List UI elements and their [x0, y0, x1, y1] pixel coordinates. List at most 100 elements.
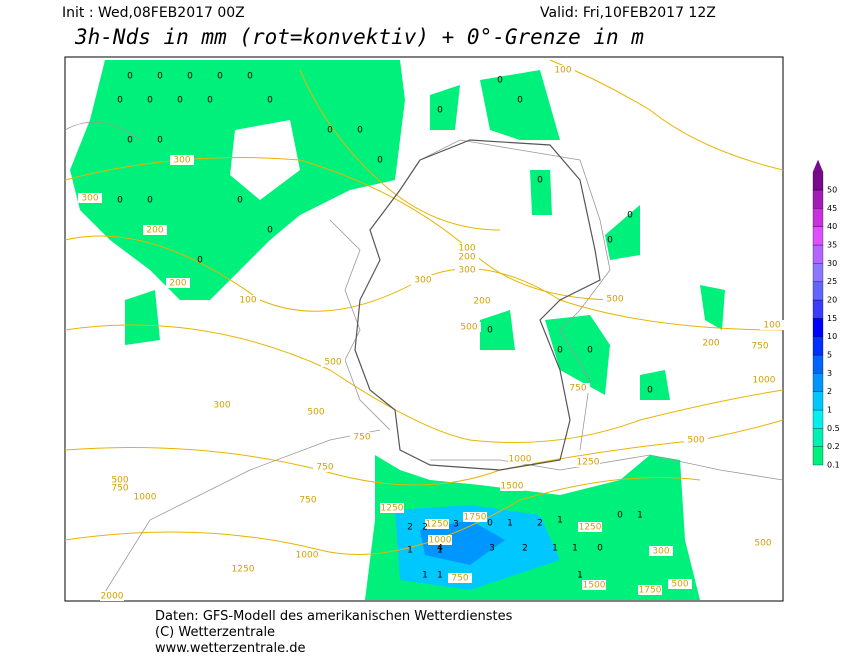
contour-label-bg — [350, 432, 374, 442]
contour-label: 750 — [316, 463, 333, 473]
colorbar-label: 25 — [827, 277, 837, 286]
contour-label: 100 — [458, 244, 475, 254]
contour-label-bg — [457, 322, 481, 332]
contour-label-bg — [428, 535, 452, 545]
precip-marker: 1 — [557, 516, 563, 526]
border — [64, 121, 391, 431]
contour-label-bg — [455, 252, 479, 262]
precip-marker: 0 — [127, 136, 133, 146]
contour — [64, 157, 621, 301]
contour-label-bg — [100, 591, 124, 601]
contour-label: 500 — [606, 295, 623, 305]
colorbar-label: 40 — [827, 222, 837, 231]
colorbar-label: 20 — [827, 296, 837, 305]
colorbar-label: 45 — [827, 204, 837, 213]
precip-area — [480, 310, 515, 350]
contour-label-bg — [411, 275, 435, 285]
contour-label-bg — [455, 243, 479, 253]
precip-marker: 0 — [517, 96, 523, 106]
contour-label-bg — [748, 341, 772, 351]
colorbar-label: 0.5 — [827, 424, 840, 433]
contour — [64, 477, 701, 555]
contour-label: 500 — [307, 408, 324, 418]
contour-label-bg — [313, 462, 337, 472]
contour-label: 100 — [763, 321, 780, 331]
colorbar-swatch — [812, 189, 824, 209]
footer-copyright: (C) Wetterzentrale — [155, 625, 275, 640]
germany-border — [354, 139, 601, 471]
contour-labels: 1003003002002001005003005007507507505007… — [78, 65, 784, 602]
contour — [549, 59, 784, 171]
valid-text: Valid: Fri,10FEB2017 12Z — [540, 5, 716, 21]
contour-label: 300 — [81, 194, 98, 204]
contour-label-bg — [649, 546, 673, 556]
colorbar-label: 30 — [827, 259, 837, 268]
contour-label: 1250 — [232, 565, 255, 575]
contour-label-bg — [236, 295, 260, 305]
contour-label-bg — [668, 579, 692, 589]
precip-marker: 0 — [647, 386, 653, 396]
precip-marker: 0 — [437, 106, 443, 116]
colorbar-swatch — [812, 318, 824, 337]
precip-marker: 0 — [147, 96, 153, 106]
contour-label: 1250 — [579, 523, 602, 533]
contour-label-bg — [582, 580, 606, 590]
contour-label-bg — [143, 225, 167, 235]
colorbar-swatch — [812, 354, 824, 374]
borders — [64, 121, 784, 601]
precip-area — [125, 290, 160, 345]
contour-label: 1250 — [381, 504, 404, 514]
precip-marker: 0 — [127, 72, 133, 82]
contour — [299, 69, 501, 231]
contour-label: 500 — [460, 323, 477, 333]
border — [354, 139, 601, 471]
contour-label: 500 — [687, 436, 704, 446]
contour-label-bg — [108, 483, 132, 493]
colorbar-label: 15 — [827, 314, 837, 323]
precip-marker: 1 — [437, 546, 443, 556]
precip-marker: 0 — [117, 196, 123, 206]
colorbar-label: 50 — [827, 186, 837, 195]
colorbar-swatch — [812, 336, 824, 356]
contour-label: 750 — [569, 384, 586, 394]
contour-label: 300 — [414, 276, 431, 286]
contour-label: 1250 — [426, 520, 449, 530]
precip-area — [530, 170, 552, 215]
precip-marker: 0 — [497, 76, 503, 86]
contour-label: 300 — [652, 547, 669, 557]
precip-marker: 0 — [267, 96, 273, 106]
colorbar-label: 5 — [827, 351, 832, 360]
precip-marker: 0 — [157, 72, 163, 82]
contour-label-bg — [551, 65, 575, 75]
footer-url: www.wetterzentrale.de — [155, 641, 305, 656]
contour-label-bg — [296, 495, 320, 505]
contour-label-bg — [470, 296, 494, 306]
contour-label: 200 — [169, 279, 186, 289]
precip-marker: 0 — [197, 256, 203, 266]
contour-label: 500 — [111, 476, 128, 486]
precip-marker: 2 — [422, 523, 428, 533]
dry-hole — [230, 120, 300, 200]
colorbar-swatch — [812, 263, 824, 282]
contour-label-bg — [210, 400, 234, 410]
precip-marker: 3 — [453, 520, 459, 530]
contour-label: 500 — [671, 580, 688, 590]
contour-label: 1500 — [501, 482, 524, 492]
precip-marker: 0 — [267, 226, 273, 236]
precip-marker: 0 — [557, 346, 563, 356]
contour-label: 300 — [458, 266, 475, 276]
contour-label: 300 — [173, 156, 190, 166]
precip-marker: 1 — [572, 544, 578, 554]
contour-label-bg — [751, 538, 775, 548]
precip-area-heavy — [420, 520, 505, 565]
contour-label-bg — [170, 155, 194, 165]
footer-source: Daten: GFS-Modell des amerikanischen Wet… — [155, 609, 513, 624]
precip-marker: 0 — [237, 196, 243, 206]
colorbar-swatch — [812, 391, 824, 411]
precip-area — [700, 285, 725, 330]
colorbar-label: 35 — [827, 241, 837, 250]
precip-area — [480, 70, 560, 140]
precip-marker: 3 — [489, 544, 495, 554]
